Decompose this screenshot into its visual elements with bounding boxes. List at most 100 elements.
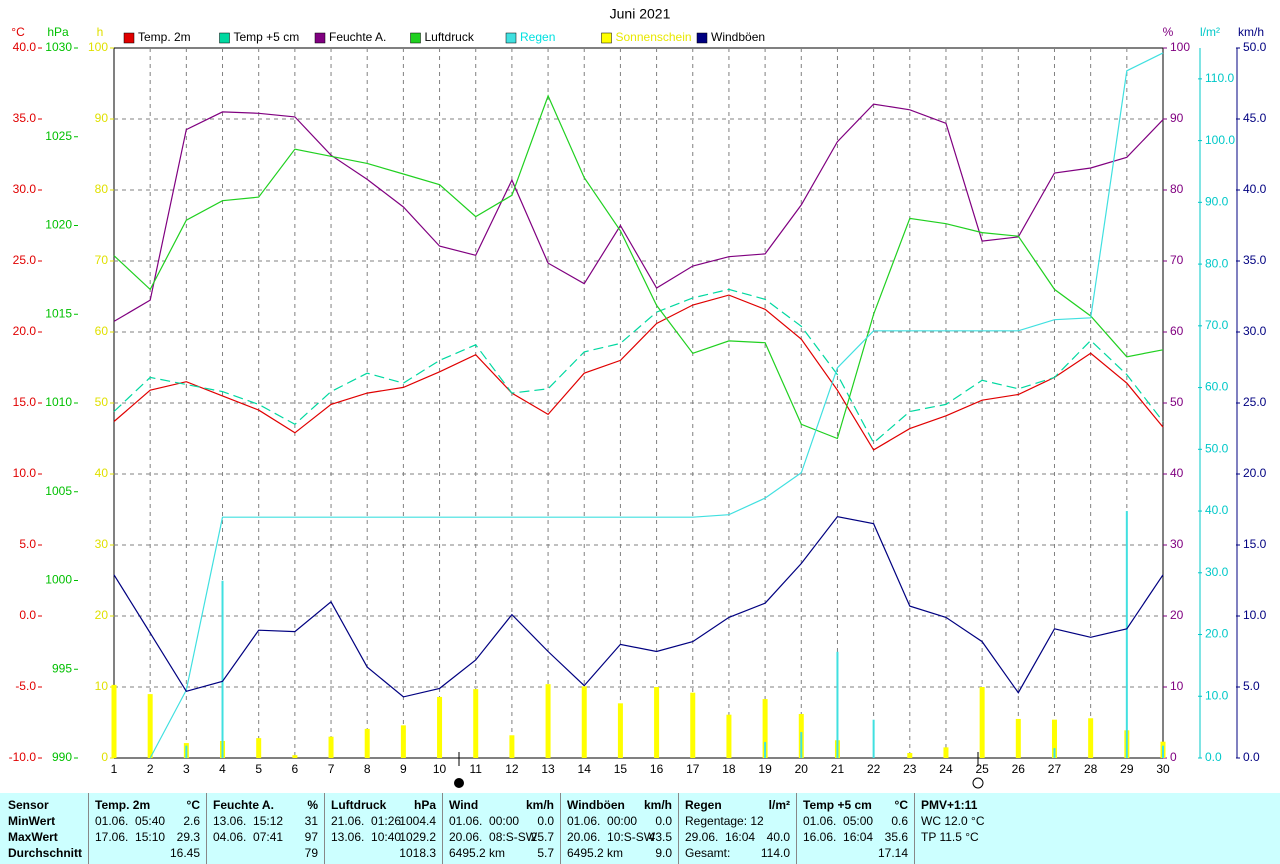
axis-unit: h	[97, 25, 104, 39]
bar	[1162, 745, 1164, 758]
y-tick-label: 20	[1170, 608, 1184, 622]
x-tick-label: 10	[433, 762, 447, 776]
x-tick-label: 28	[1084, 762, 1098, 776]
y-tick-label: 10.0	[13, 466, 37, 480]
table-cell: 16.45	[169, 846, 200, 860]
y-tick-label: 110.0	[1205, 71, 1234, 85]
y-tick-label: 35.0	[13, 111, 37, 125]
table-cell: 01.06. 05:40	[95, 814, 166, 828]
table-cell: 1029.2	[399, 830, 436, 844]
bar	[473, 689, 479, 758]
bar	[256, 738, 262, 758]
x-tick-label: 1	[111, 762, 118, 776]
y-tick-label: 0.0	[1205, 750, 1222, 764]
x-tick-label: 3	[183, 762, 190, 776]
table-cell: km/h	[525, 798, 554, 812]
y-tick-label: 50.0	[1205, 441, 1229, 455]
column-separator	[88, 793, 89, 864]
table-cell: 04.06. 07:41	[213, 830, 284, 844]
table-cell: 01.06. 00:00	[449, 814, 520, 828]
table-cell: 1004.4	[399, 814, 436, 828]
x-tick-label: 20	[795, 762, 809, 776]
column-separator	[324, 793, 325, 864]
bar	[221, 580, 224, 758]
table-cell: 29.06. 16:04	[685, 830, 756, 844]
table-cell: WC 12.0 °C	[921, 814, 985, 828]
y-tick-label: 30	[1170, 537, 1184, 551]
table-cell: 79	[304, 846, 318, 860]
table-cell: 6495.2 km	[567, 846, 624, 860]
table-cell: 0.0	[537, 814, 554, 828]
y-tick-label: 15.0	[13, 395, 37, 409]
legend-label: Sonnenschein	[616, 30, 692, 44]
table-cell: MinWert	[8, 814, 56, 828]
x-tick-label: 2	[147, 762, 154, 776]
y-tick-label: 30	[95, 537, 109, 551]
y-tick-label: 5.0	[1243, 679, 1260, 693]
y-tick-label: 70.0	[1205, 318, 1229, 332]
x-tick-label: 14	[578, 762, 592, 776]
x-tick-label: 13	[541, 762, 555, 776]
y-tick-label: 1005	[45, 484, 72, 498]
bar	[509, 735, 515, 758]
y-tick-label: 80.0	[1205, 256, 1229, 270]
bar	[726, 714, 732, 758]
column-separator	[678, 793, 679, 864]
bar	[979, 687, 985, 758]
y-tick-label: 60	[95, 324, 109, 338]
bar	[836, 651, 839, 758]
table-cell: 29.3	[176, 830, 200, 844]
y-tick-label: 60	[1170, 324, 1184, 338]
x-tick-label: 7	[328, 762, 335, 776]
column-separator	[206, 793, 207, 864]
y-tick-label: 60.0	[1205, 380, 1229, 394]
y-tick-label: 1010	[45, 395, 72, 409]
y-tick-label: 10.0	[1243, 608, 1267, 622]
bar	[654, 687, 660, 758]
column-separator	[442, 793, 443, 864]
y-tick-label: 80	[1170, 182, 1184, 196]
y-tick-label: 90	[1170, 111, 1184, 125]
y-tick-label: 80	[95, 182, 109, 196]
moon-full	[972, 777, 984, 789]
x-tick-label: 16	[650, 762, 664, 776]
bar	[1051, 719, 1057, 758]
x-tick-label: 23	[903, 762, 917, 776]
table-cell: 1018.3	[399, 846, 436, 860]
bar	[581, 686, 587, 758]
legend-swatch	[123, 32, 135, 44]
axis-unit: km/h	[1238, 25, 1264, 39]
bar	[328, 736, 334, 758]
x-tick-label: 21	[831, 762, 845, 776]
bar	[762, 699, 768, 758]
bar	[185, 745, 188, 758]
y-tick-label: 1025	[45, 129, 72, 143]
table-cell: °C	[894, 798, 908, 812]
table-cell: Sensor	[8, 798, 49, 812]
table-cell: PMV+1:11	[921, 798, 978, 812]
bar	[147, 694, 153, 758]
x-tick-label: 12	[505, 762, 519, 776]
table-cell: Temp +5 cm	[803, 798, 872, 812]
column-separator	[914, 793, 915, 864]
x-tick-label: 5	[255, 762, 262, 776]
y-tick-label: 100.0	[1205, 133, 1235, 147]
legend-label: Windböen	[711, 30, 765, 44]
chart-title: Juni 2021	[610, 6, 671, 22]
y-tick-label: -5.0	[15, 679, 36, 693]
series-line	[113, 294, 1164, 451]
moon-new	[454, 778, 464, 788]
y-tick-label: 40.0	[13, 40, 37, 54]
y-tick-label: 40	[1170, 466, 1184, 480]
series-line	[149, 52, 1164, 759]
bar	[800, 732, 803, 758]
bar	[437, 696, 443, 758]
series-line	[113, 515, 1164, 698]
legend-swatch	[314, 32, 326, 44]
table-cell: °C	[186, 798, 200, 812]
axis-unit: hPa	[47, 25, 69, 39]
legend-label: Regen	[520, 30, 555, 44]
table-cell: 43.5	[648, 830, 672, 844]
chart: Juni 2021 °C-10.0-5.00.05.010.015.020.02…	[9, 6, 1267, 789]
y-tick-label: 995	[52, 661, 72, 675]
